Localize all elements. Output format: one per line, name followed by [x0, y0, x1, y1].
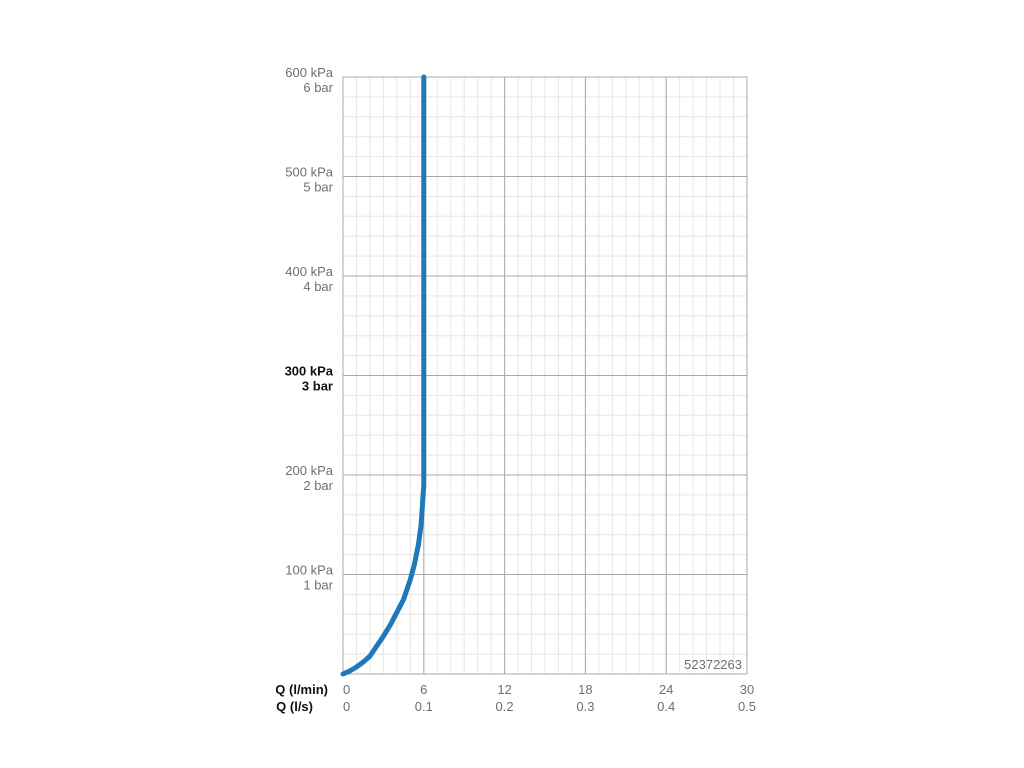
- y-tick-label-kpa: 500 kPa: [285, 165, 333, 180]
- x-axis-secondary-label: Q (l/s): [276, 699, 313, 714]
- x-tick-label-ls: 0: [343, 699, 350, 714]
- x-tick-label-ls: 0.2: [496, 699, 514, 714]
- y-tick-label-kpa: 300 kPa: [285, 364, 334, 379]
- y-tick-label-bar: 1 bar: [303, 578, 333, 593]
- x-tick-label-lmin: 6: [420, 682, 427, 697]
- x-tick-label-ls: 0.4: [657, 699, 675, 714]
- series-layer: [340, 74, 427, 677]
- series-line: [340, 74, 427, 677]
- x-tick-label-ls: 0.5: [738, 699, 756, 714]
- x-tick-label-lmin: 0: [343, 682, 350, 697]
- x-axis-tick-labels: 0 0 6 0.1 12 0.2 18 0.3 24 0.4 30 0.5: [343, 682, 756, 714]
- y-tick-label-kpa: 200 kPa: [285, 463, 333, 478]
- x-tick-label-lmin: 24: [659, 682, 673, 697]
- x-tick-label-ls: 0.1: [415, 699, 433, 714]
- y-tick-label-kpa: 400 kPa: [285, 264, 333, 279]
- y-tick-label-bar: 3 bar: [302, 379, 333, 394]
- y-tick-label-bar: 6 bar: [303, 80, 333, 95]
- x-tick-label-lmin: 30: [740, 682, 754, 697]
- y-tick-label-bar: 2 bar: [303, 478, 333, 493]
- y-tick-label-kpa: 100 kPa: [285, 563, 333, 578]
- product-code-label: 52372263: [684, 657, 742, 672]
- x-tick-label-lmin: 12: [497, 682, 511, 697]
- y-tick-label-bar: 5 bar: [303, 180, 333, 195]
- x-axis-primary-label: Q (l/min): [275, 682, 328, 697]
- x-tick-label-lmin: 18: [578, 682, 592, 697]
- y-tick-label-bar: 4 bar: [303, 279, 333, 294]
- y-tick-label-kpa: 600 kPa: [285, 65, 333, 80]
- x-tick-label-ls: 0.3: [576, 699, 594, 714]
